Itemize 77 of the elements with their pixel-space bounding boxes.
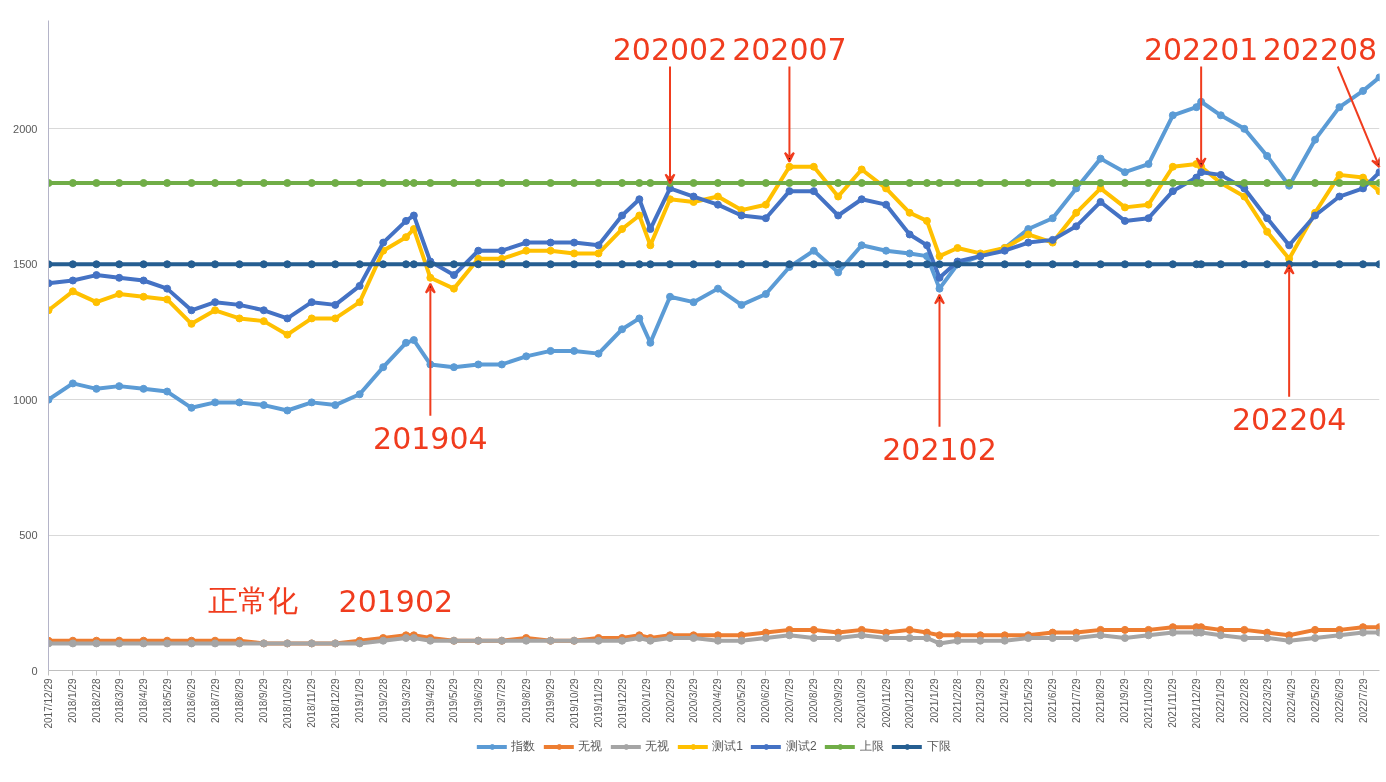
x-tick-label: 2018/1/29 <box>67 678 79 723</box>
x-tick-label: 2019/3/29 <box>400 678 412 723</box>
x-tick-label: 2018/3/29 <box>113 678 125 723</box>
x-tick-label: 2020/9/29 <box>832 678 844 723</box>
x-tick-label: 2018/8/29 <box>233 678 245 723</box>
y-tick-label: 2000 <box>13 122 38 135</box>
x-tick-label: 2021/7/29 <box>1070 678 1082 723</box>
x-tick-label: 2019/7/29 <box>496 678 508 723</box>
x-tick-label: 2022/6/29 <box>1333 678 1345 723</box>
x-tick-label: 2021/6/29 <box>1047 678 1059 723</box>
y-tick-label: 1500 <box>13 258 38 271</box>
x-tick-label: 2018/6/29 <box>186 678 197 723</box>
x-tick-label: 2018/9/29 <box>258 678 270 723</box>
x-tick-label: 2021/12/29 <box>1190 678 1202 729</box>
x-tick-label: 2022/4/29 <box>1286 678 1297 723</box>
x-tick-label: 2020/1/29 <box>640 678 652 723</box>
y-tick-label: 500 <box>19 529 38 542</box>
x-tick-label: 2019/6/29 <box>472 678 484 723</box>
x-tick-label: 2022/3/29 <box>1261 678 1273 723</box>
legend-label: 无视 <box>645 737 670 755</box>
x-tick-label: 2020/6/29 <box>760 678 772 723</box>
x-tick-label: 2019/11/29 <box>593 678 604 728</box>
x-tick-label: 2020/8/29 <box>808 678 820 723</box>
x-tick-label: 2019/12/29 <box>616 678 628 729</box>
x-tick-label: 2018/7/29 <box>209 678 221 723</box>
x-tick-label: 2020/7/29 <box>783 678 795 723</box>
annotation: 202204 <box>1231 401 1347 437</box>
annotation: 202102 <box>882 431 997 467</box>
x-tick-label: 2018/5/29 <box>161 678 173 723</box>
annotation: 201902 <box>338 583 454 619</box>
y-tick-label: 0 <box>31 664 38 677</box>
annotation: 202208 <box>1262 31 1378 67</box>
x-tick-label: 2019/5/29 <box>448 678 460 723</box>
x-tick-label: 2018/2/28 <box>90 678 102 723</box>
annotation: 202007 <box>732 31 847 67</box>
annotation: 201904 <box>373 420 488 456</box>
x-tick-label: 2021/2/28 <box>952 678 964 723</box>
x-tick-label: 2018/12/29 <box>329 678 341 729</box>
x-tick-label: 2020/12/29 <box>904 678 916 729</box>
x-tick-label: 2017/12/29 <box>43 678 54 729</box>
legend-label: 无视 <box>578 737 603 755</box>
x-tick-label: 2020/5/29 <box>736 678 747 723</box>
x-tick-label: 2021/10/29 <box>1143 678 1154 729</box>
annotation: 202201 <box>1143 31 1259 67</box>
x-tick-label: 2020/4/29 <box>712 678 724 723</box>
x-tick-label: 2019/2/28 <box>377 678 389 723</box>
x-tick-label: 2021/11/29 <box>1167 678 1179 728</box>
x-tick-label: 2021/8/29 <box>1095 678 1107 723</box>
legend-label: 测试2 <box>786 737 817 755</box>
annotation: 202002 <box>612 31 728 67</box>
x-tick-label: 2020/3/29 <box>688 678 700 723</box>
x-tick-label: 2022/2/28 <box>1238 678 1250 723</box>
y-tick-label: 1000 <box>13 393 38 406</box>
legend-label: 指数 <box>511 737 536 755</box>
x-tick-label: 2021/4/29 <box>999 678 1011 723</box>
x-tick-label: 2020/10/29 <box>856 678 868 729</box>
x-tick-label: 2019/8/29 <box>520 678 532 723</box>
x-tick-label: 2021/3/29 <box>974 678 986 723</box>
x-tick-label: 2021/1/29 <box>928 678 940 723</box>
legend-label: 上限 <box>859 737 884 755</box>
x-tick-label: 2019/10/29 <box>568 678 580 729</box>
x-tick-label: 2022/1/29 <box>1215 678 1227 723</box>
annotation: 正常化 <box>208 583 299 618</box>
x-tick-label: 2018/11/29 <box>306 678 318 728</box>
legend-label: 测试1 <box>712 737 743 755</box>
x-tick-label: 2022/5/29 <box>1309 678 1321 723</box>
x-tick-label: 2019/9/29 <box>545 678 557 723</box>
x-tick-label: 2019/1/29 <box>354 678 366 723</box>
x-tick-label: 2020/2/29 <box>665 678 677 723</box>
x-tick-label: 2018/10/29 <box>281 678 293 729</box>
legend-label: 下限 <box>926 737 951 755</box>
x-tick-label: 2019/4/29 <box>424 678 436 723</box>
x-tick-label: 2018/4/29 <box>138 678 150 723</box>
x-tick-label: 2021/9/29 <box>1119 678 1131 723</box>
x-tick-label: 2020/11/29 <box>880 678 892 728</box>
x-tick-label: 2022/7/29 <box>1357 678 1369 723</box>
x-tick-label: 2021/5/29 <box>1022 678 1034 723</box>
